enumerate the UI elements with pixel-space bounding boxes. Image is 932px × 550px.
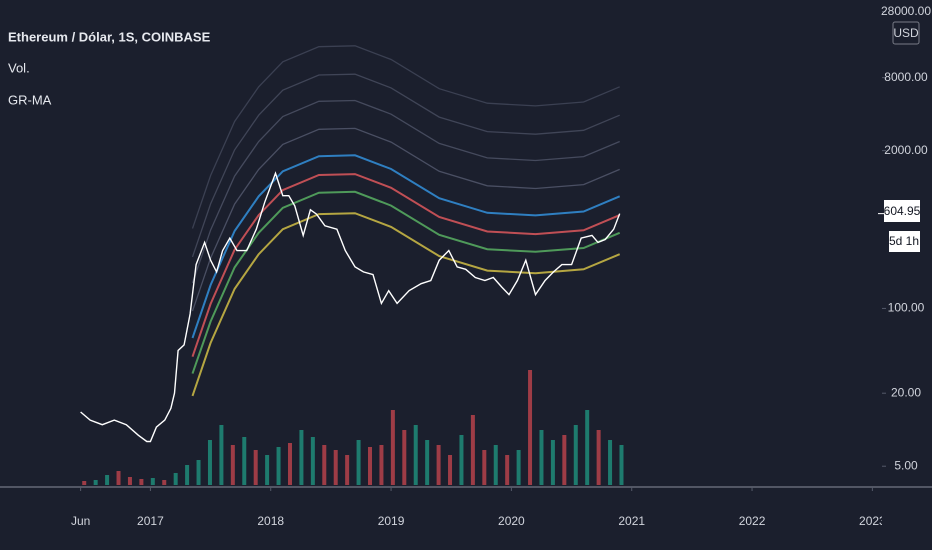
indicator-label: Vol.	[8, 60, 30, 75]
volume-bar	[173, 473, 178, 485]
y-tick-label: 20.00	[891, 385, 921, 399]
volume-bar	[608, 440, 613, 485]
volume-bar	[528, 370, 533, 485]
volume-bar	[127, 477, 132, 485]
volume-bar	[482, 450, 487, 485]
volume-bar	[436, 445, 441, 485]
band-line	[191, 99, 620, 284]
band-line	[191, 127, 620, 312]
volume-bar	[162, 480, 167, 485]
volume-bar	[562, 435, 567, 485]
volume-bar	[539, 430, 544, 485]
volume-bar	[356, 440, 361, 485]
volume-bar	[82, 481, 87, 485]
band-line	[191, 173, 621, 358]
volume-bar	[276, 447, 281, 485]
volume-bar	[333, 450, 338, 485]
currency-button[interactable]	[892, 21, 920, 45]
volume-bar	[470, 415, 475, 485]
volume-bar	[619, 445, 624, 485]
volume-bar	[139, 479, 144, 485]
x-tick-label: 2017	[137, 514, 164, 528]
band-line	[191, 73, 620, 258]
x-tick-label: 2022	[739, 514, 766, 528]
volume-bar	[413, 425, 418, 485]
countdown-box	[889, 231, 920, 252]
volume-bar	[230, 445, 235, 485]
y-tick-label: 8000.00	[884, 70, 928, 84]
volume-bar	[379, 445, 384, 485]
volume-bar	[459, 435, 464, 485]
x-tick-label: 2021	[618, 514, 645, 528]
volume-bar	[196, 460, 201, 485]
band-line	[191, 190, 621, 374]
volume-bar	[310, 437, 315, 485]
x-tick-label: 2019	[378, 514, 405, 528]
price-line	[80, 171, 621, 443]
volume-bar	[585, 410, 590, 485]
volume-bar	[116, 471, 121, 485]
volume-bar	[150, 478, 155, 485]
volume-bar	[516, 450, 521, 485]
y-tick-label: 28000.00	[881, 4, 931, 18]
y-tick-label: 100.00	[888, 301, 925, 315]
volume-bar	[493, 445, 498, 485]
volume-bar	[368, 447, 373, 485]
band-line	[191, 154, 621, 339]
countdown-label: 5d 1h	[889, 234, 919, 248]
y-tick-label: 2000.00	[884, 143, 928, 157]
volume-bar	[93, 480, 98, 485]
volume-bar	[425, 440, 430, 485]
volume-bar	[448, 455, 453, 485]
volume-bar	[242, 437, 247, 485]
y-tick-label: 5.00	[894, 458, 918, 472]
x-tick-label: 2018	[257, 514, 284, 528]
volume-bar	[265, 455, 270, 485]
volume-bar	[573, 425, 578, 485]
volume-bar	[505, 455, 510, 485]
x-tick-label: 2023	[859, 514, 886, 528]
volume-bar	[322, 445, 327, 485]
x-tick-label: Jun	[71, 514, 90, 528]
volume-bar	[345, 455, 350, 485]
volume-bar	[596, 430, 601, 485]
chart-title: Ethereum / Dólar, 1S, COINBASE	[8, 29, 211, 44]
plot-area: Jun 2017 2018 2019 2020 2021 2022 2023	[71, 45, 886, 528]
currency-label[interactable]: USD	[893, 26, 919, 40]
volume-bar	[299, 430, 304, 485]
x-tick-label: 2020	[498, 514, 525, 528]
band-line	[191, 45, 620, 229]
volume-bar	[402, 430, 407, 485]
volume-bar	[207, 440, 212, 485]
volume-bar	[185, 465, 190, 485]
volume-bar	[550, 440, 555, 485]
volume-bar	[105, 475, 110, 485]
last-price-label: 604.95	[884, 204, 921, 218]
volume-bar	[390, 410, 395, 485]
last-price-box	[884, 200, 920, 222]
band-line	[191, 212, 621, 397]
volume-bar	[287, 443, 292, 485]
volume-bar	[253, 450, 258, 485]
indicator-label: GR-MA	[8, 92, 52, 107]
volume-bar	[219, 425, 224, 485]
